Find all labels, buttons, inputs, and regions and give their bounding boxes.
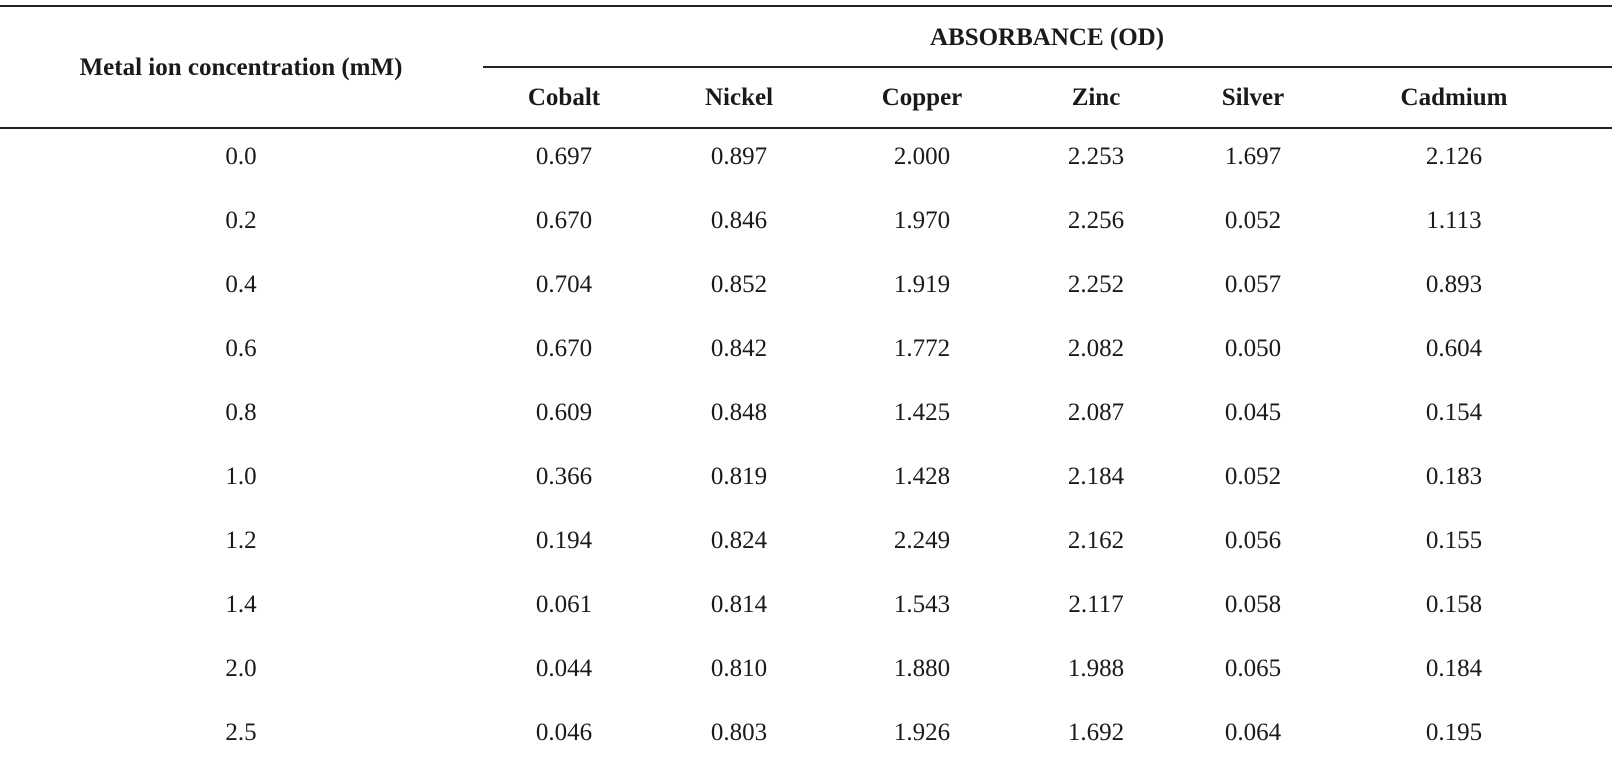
cell-nickel: 0.824 <box>710 527 768 554</box>
cell-zinc: 1.692 <box>1067 719 1125 746</box>
cell-cobalt: 0.366 <box>535 463 593 490</box>
cell-cobalt: 0.670 <box>535 207 593 234</box>
cell-copper: 1.772 <box>893 335 951 362</box>
cell-nickel: 0.846 <box>710 207 768 234</box>
cell-silver: 0.052 <box>1224 463 1282 490</box>
cell-zinc: 2.253 <box>1067 143 1125 170</box>
cell-copper: 1.880 <box>893 655 951 682</box>
cell-zinc: 2.162 <box>1067 527 1125 554</box>
cell-cobalt: 0.670 <box>535 335 593 362</box>
cell-cobalt: 0.697 <box>535 143 593 170</box>
concentration-cell: 0.0 <box>225 143 257 170</box>
column-header-zinc: Zinc <box>1071 84 1121 111</box>
column-header-cobalt: Cobalt <box>527 84 601 111</box>
cell-cadmium: 1.113 <box>1426 207 1482 234</box>
cell-cobalt: 0.044 <box>535 655 593 682</box>
cell-nickel: 0.814 <box>710 591 768 618</box>
cell-zinc: 2.082 <box>1067 335 1125 362</box>
cell-cobalt: 0.194 <box>535 527 593 554</box>
cell-zinc: 2.184 <box>1067 463 1125 490</box>
row-header: Metal ion concentration (mM) <box>79 54 403 81</box>
cell-zinc: 2.087 <box>1067 399 1125 426</box>
cell-zinc: 2.252 <box>1067 271 1125 298</box>
concentration-cell: 2.5 <box>225 719 257 746</box>
cell-cadmium: 0.604 <box>1425 335 1483 362</box>
cell-zinc: 2.117 <box>1068 591 1124 618</box>
cell-nickel: 0.897 <box>710 143 768 170</box>
cell-silver: 0.052 <box>1224 207 1282 234</box>
concentration-cell: 1.0 <box>225 463 257 490</box>
group-header-rule <box>483 66 1612 68</box>
cell-silver: 0.050 <box>1224 335 1282 362</box>
cell-silver: 0.057 <box>1224 271 1282 298</box>
cell-nickel: 0.848 <box>710 399 768 426</box>
cell-silver: 0.056 <box>1224 527 1282 554</box>
column-header-copper: Copper <box>881 84 963 111</box>
cell-copper: 1.970 <box>893 207 951 234</box>
column-header-nickel: Nickel <box>704 84 774 111</box>
cell-silver: 1.697 <box>1224 143 1282 170</box>
concentration-cell: 1.2 <box>225 527 257 554</box>
cell-silver: 0.045 <box>1224 399 1282 426</box>
concentration-cell: 0.2 <box>225 207 257 234</box>
cell-zinc: 2.256 <box>1067 207 1125 234</box>
cell-cadmium: 2.126 <box>1425 143 1483 170</box>
cell-copper: 2.000 <box>893 143 951 170</box>
cell-cobalt: 0.046 <box>535 719 593 746</box>
cell-cadmium: 0.158 <box>1425 591 1483 618</box>
cell-copper: 1.926 <box>893 719 951 746</box>
cell-cobalt: 0.609 <box>535 399 593 426</box>
cell-cadmium: 0.195 <box>1425 719 1483 746</box>
cell-nickel: 0.842 <box>710 335 768 362</box>
concentration-cell: 0.8 <box>225 399 257 426</box>
table-top-rule <box>0 5 1612 7</box>
cell-cadmium: 0.183 <box>1425 463 1483 490</box>
column-header-silver: Silver <box>1221 84 1285 111</box>
cell-copper: 1.919 <box>893 271 951 298</box>
cell-nickel: 0.819 <box>710 463 768 490</box>
cell-zinc: 1.988 <box>1067 655 1125 682</box>
cell-cadmium: 0.184 <box>1425 655 1483 682</box>
cell-cadmium: 0.155 <box>1425 527 1483 554</box>
cell-cadmium: 0.893 <box>1425 271 1483 298</box>
cell-nickel: 0.803 <box>710 719 768 746</box>
concentration-cell: 2.0 <box>225 655 257 682</box>
concentration-cell: 0.4 <box>225 271 257 298</box>
cell-copper: 1.543 <box>893 591 951 618</box>
column-header-cadmium: Cadmium <box>1400 84 1508 111</box>
concentration-cell: 1.4 <box>225 591 257 618</box>
cell-cadmium: 0.154 <box>1425 399 1483 426</box>
cell-silver: 0.058 <box>1224 591 1282 618</box>
cell-nickel: 0.852 <box>710 271 768 298</box>
header-bottom-rule <box>0 127 1612 129</box>
cell-cobalt: 0.704 <box>535 271 593 298</box>
cell-silver: 0.065 <box>1224 655 1282 682</box>
group-header: ABSORBANCE (OD) <box>929 24 1165 51</box>
cell-copper: 2.249 <box>893 527 951 554</box>
cell-silver: 0.064 <box>1224 719 1282 746</box>
cell-cobalt: 0.061 <box>535 591 593 618</box>
concentration-cell: 0.6 <box>225 335 257 362</box>
cell-nickel: 0.810 <box>710 655 768 682</box>
cell-copper: 1.425 <box>893 399 951 426</box>
cell-copper: 1.428 <box>893 463 951 490</box>
